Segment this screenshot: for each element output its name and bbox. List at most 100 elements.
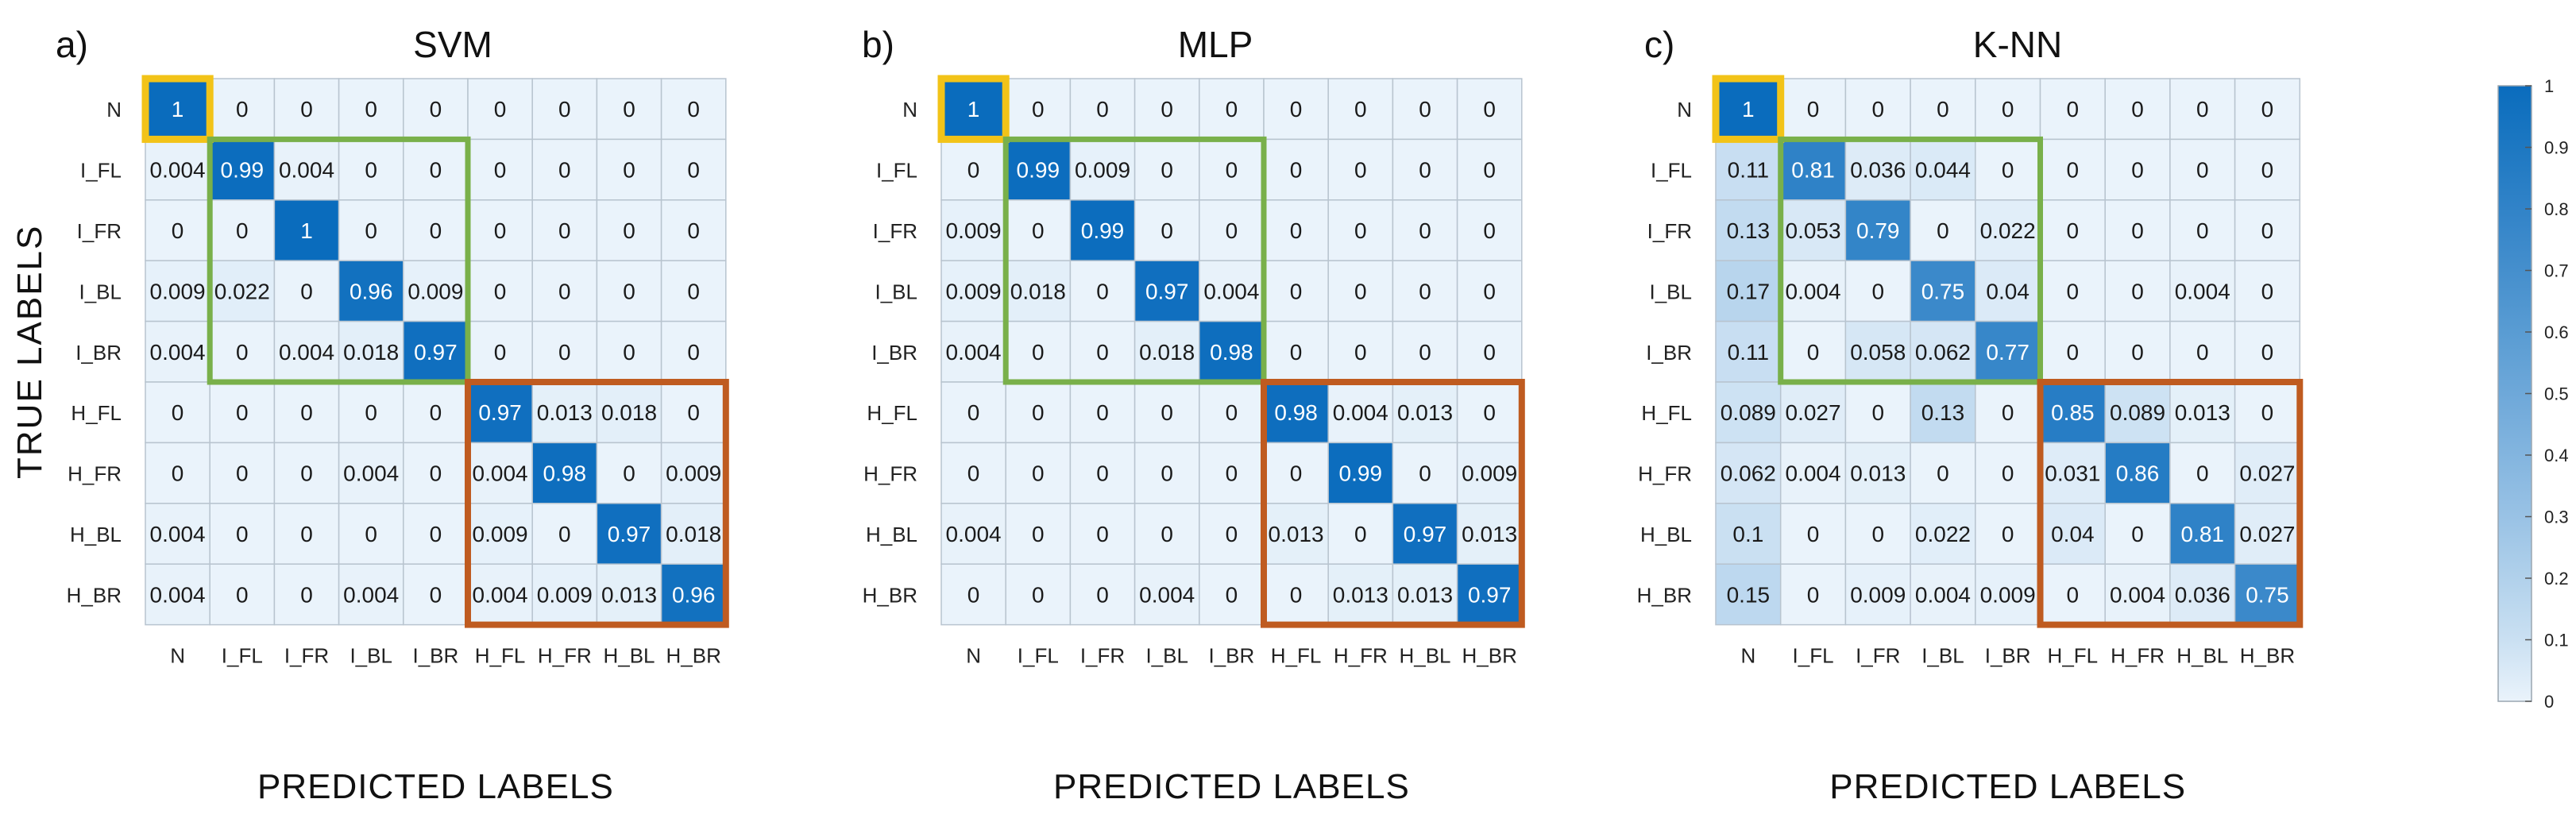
x-tick-label: H_BR bbox=[2240, 644, 2295, 668]
matrix-cell bbox=[403, 563, 469, 626]
matrix-cell bbox=[1456, 442, 1523, 504]
cell-value: 0.1 bbox=[1732, 522, 1763, 546]
cell-value: 0.004 bbox=[1915, 582, 1971, 607]
colorbar-tick-label: 0.5 bbox=[2544, 384, 2569, 404]
matrix-cell bbox=[209, 381, 276, 444]
matrix-cell bbox=[1069, 442, 1136, 504]
cell-value: 0.013 bbox=[1397, 400, 1453, 425]
cell-value: 1 bbox=[300, 218, 313, 243]
matrix-cell bbox=[660, 260, 727, 322]
matrix-cell bbox=[940, 138, 1006, 201]
y-tick-label: I_FL bbox=[876, 159, 917, 183]
y-tick-label: I_FL bbox=[80, 159, 122, 183]
cell-value: 0 bbox=[1032, 340, 1045, 365]
cell-value: 0.98 bbox=[543, 461, 587, 486]
cell-value: 0 bbox=[300, 522, 313, 546]
cell-value: 0.009 bbox=[946, 279, 1002, 303]
cell-value: 0.027 bbox=[2239, 461, 2295, 486]
matrix-cell bbox=[531, 442, 598, 504]
matrix-cell bbox=[1069, 199, 1136, 261]
cell-value: 0 bbox=[687, 279, 700, 303]
y-tick-label: H_FR bbox=[68, 462, 122, 486]
cell-value: 0 bbox=[494, 158, 507, 183]
cell-value: 0 bbox=[2131, 522, 2144, 546]
cell-value: 0.99 bbox=[1017, 158, 1060, 183]
cell-value: 0 bbox=[1096, 340, 1109, 365]
matrix-cell bbox=[2234, 442, 2301, 504]
cell-value: 0 bbox=[430, 582, 442, 607]
cell-value: 0 bbox=[967, 461, 980, 486]
cell-value: 0.009 bbox=[537, 582, 593, 607]
cell-value: 0.009 bbox=[666, 461, 721, 486]
matrix-cell bbox=[1456, 260, 1523, 322]
matrix-cell bbox=[1005, 138, 1072, 201]
highlight-exterior-box bbox=[1261, 379, 1525, 628]
matrix-cell bbox=[2169, 442, 2236, 504]
matrix-cell bbox=[145, 563, 210, 626]
highlight-normal-box bbox=[937, 75, 1010, 143]
y-tick-label: H_BL bbox=[866, 523, 917, 546]
matrix-cell bbox=[1263, 138, 1329, 201]
cell-value: 0 bbox=[1226, 461, 1238, 486]
cell-value: 0 bbox=[2002, 97, 2014, 122]
cell-value: 0 bbox=[1096, 461, 1109, 486]
x-tick-label: I_BL bbox=[1145, 644, 1188, 668]
x-tick-label: I_BR bbox=[1985, 644, 2031, 668]
cell-value: 0 bbox=[2196, 97, 2209, 122]
matrix-cell bbox=[273, 381, 340, 444]
cell-value: 0 bbox=[2002, 461, 2014, 486]
cell-value: 0.004 bbox=[279, 158, 334, 183]
matrix-cell bbox=[1975, 199, 2041, 261]
matrix-cell bbox=[1456, 320, 1523, 383]
matrix-cell bbox=[940, 199, 1006, 261]
matrix-cell bbox=[1327, 138, 1394, 201]
cell-value: 0.004 bbox=[279, 340, 334, 365]
cell-value: 0.004 bbox=[150, 340, 206, 365]
matrix-cell bbox=[2234, 199, 2301, 261]
matrix-cell bbox=[2104, 563, 2171, 626]
matrix-cell bbox=[1392, 503, 1458, 565]
y-tick-label: I_BR bbox=[1646, 341, 1692, 365]
cell-value: 0 bbox=[494, 279, 507, 303]
cell-value: 0 bbox=[1161, 522, 1173, 546]
cell-value: 0 bbox=[494, 97, 507, 122]
cell-value: 0.99 bbox=[1339, 461, 1383, 486]
cell-value: 0 bbox=[1354, 97, 1367, 122]
chart-title: K-NN bbox=[1973, 24, 2062, 65]
cell-value: 0 bbox=[2196, 461, 2209, 486]
x-tick-label: H_BL bbox=[1399, 644, 1450, 668]
matrix-cell bbox=[273, 503, 340, 565]
cell-value: 0.004 bbox=[1203, 279, 1259, 303]
matrix-cell bbox=[403, 503, 469, 565]
matrix-cell bbox=[338, 199, 404, 261]
matrix-cell bbox=[1975, 563, 2041, 626]
matrix-cell bbox=[1005, 503, 1072, 565]
y-tick-label: H_BR bbox=[1637, 583, 1692, 607]
cell-value: 0 bbox=[1032, 400, 1045, 425]
cell-value: 0 bbox=[967, 582, 980, 607]
cell-value: 0.013 bbox=[1269, 522, 1324, 546]
cell-value: 0 bbox=[2002, 522, 2014, 546]
matrix-cell bbox=[1069, 563, 1136, 626]
cell-value: 0 bbox=[623, 340, 635, 365]
y-tick-label: H_FL bbox=[71, 401, 122, 425]
cell-value: 0.98 bbox=[1274, 400, 1318, 425]
cell-value: 0.004 bbox=[946, 340, 1002, 365]
cell-value: 0 bbox=[623, 158, 635, 183]
matrix-cell bbox=[1715, 503, 1782, 565]
matrix-cell bbox=[1975, 260, 2041, 322]
colorbar-tick-label: 0 bbox=[2544, 692, 2554, 712]
cell-value: 0 bbox=[687, 97, 700, 122]
matrix-cell bbox=[1456, 78, 1523, 141]
cell-value: 0 bbox=[2131, 218, 2144, 243]
matrix-cell bbox=[2039, 260, 2106, 322]
matrix-cell bbox=[1134, 138, 1200, 201]
cell-value: 0 bbox=[623, 97, 635, 122]
cell-value: 0 bbox=[430, 461, 442, 486]
matrix-cell bbox=[1844, 138, 1911, 201]
cell-value: 0 bbox=[1419, 279, 1431, 303]
matrix-cell bbox=[209, 78, 276, 141]
matrix-cell bbox=[2039, 138, 2106, 201]
cell-value: 0.004 bbox=[946, 522, 1002, 546]
cell-value: 0.97 bbox=[414, 340, 458, 365]
